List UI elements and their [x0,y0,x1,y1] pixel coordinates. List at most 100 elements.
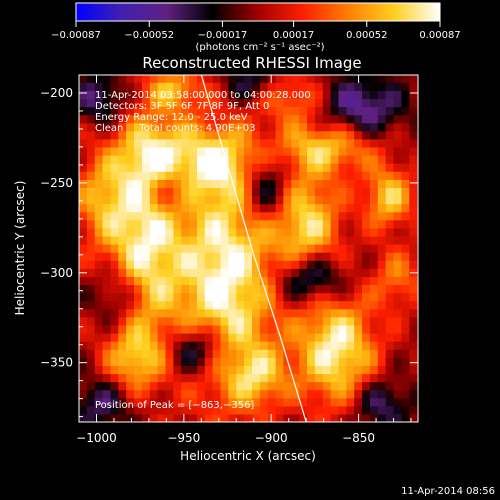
heatmap-cell [141,292,151,302]
heatmap-cell [338,316,347,326]
heatmap-cell [314,389,324,399]
heatmap-cell [126,260,135,269]
heatmap-cell [102,405,112,415]
heatmap-cell [244,130,253,140]
heatmap-cell [338,227,347,237]
heatmap-cell [236,146,245,156]
heatmap-cell [236,316,245,326]
heatmap-cell [354,203,363,213]
heatmap-cell [126,227,135,237]
heatmap-cell [79,203,88,213]
heatmap-cell [228,389,237,399]
heatmap-cell [197,235,206,245]
heatmap-cell [197,163,206,172]
heatmap-cell [189,187,198,197]
heatmap-cell [307,284,316,294]
heatmap-cell [118,308,127,318]
colorbar [75,2,441,22]
heatmap-cell [220,122,229,132]
heatmap-cell [385,381,395,391]
heatmap-cell [165,333,174,342]
heatmap-cell [393,308,402,318]
heatmap-cell [244,114,253,124]
heatmap-cell [204,138,214,148]
heatmap-cell [236,397,245,407]
heatmap-cell [204,365,214,375]
heatmap-cell [330,211,340,221]
heatmap-cell [346,244,355,253]
heatmap-cell [134,365,143,375]
heatmap-cell [362,98,371,108]
heatmap-cell [189,155,198,164]
heatmap-cell [401,316,410,326]
heatmap-cell [369,397,379,407]
heatmap-cell [338,284,347,294]
heatmap-cell [149,268,159,277]
heatmap-cell [338,300,347,310]
heatmap-cell [283,155,292,164]
heatmap-cell [252,114,261,124]
heatmap-cell [86,163,96,172]
heatmap-cell [307,179,316,188]
heatmap-cell [377,211,387,221]
heatmap-cell [369,130,379,140]
heatmap-cell [141,82,151,91]
heatmap-cell [338,146,347,156]
heatmap-cell [110,252,119,261]
heatmap-cell [299,357,308,366]
heatmap-cell [244,300,253,310]
heatmap-cell [110,90,119,99]
heatmap-cell [236,284,245,294]
heatmap-cell [346,316,355,326]
heatmap-cell [291,341,300,350]
heatmap-cell [338,75,347,83]
heatmap-cell [157,211,167,221]
heatmap-cell [118,405,127,415]
heatmap-cell [338,276,347,286]
heatmap-cell [197,138,206,148]
heatmap-cell [204,324,214,334]
heatmap-cell [149,122,159,132]
heatmap-cell [102,82,112,91]
colorbar-tick-label: 0.00087 [419,30,460,41]
heatmap-cell [252,341,261,350]
heatmap-cell [252,349,261,358]
heatmap-cell [314,122,324,132]
heatmap-cell [134,187,143,197]
heatmap-cell [385,292,395,302]
heatmap-cell [354,219,363,229]
heatmap-cell [141,357,151,366]
heatmap-cell [362,195,371,205]
heatmap-cell [181,195,190,205]
heatmap-cell [220,155,229,164]
heatmap-cell [228,163,237,172]
heatmap-cell [134,146,143,156]
heatmap-cell [307,260,316,269]
heatmap-cell [346,155,355,164]
heatmap-cell [157,122,167,132]
heatmap-cell [322,90,332,99]
heatmap-cell [197,324,206,334]
heatmap-cell [157,227,167,237]
heatmap-cell [267,268,277,277]
heatmap-cell [181,122,190,132]
heatmap-cell [369,316,379,326]
heatmap-cell [377,219,387,229]
heatmap-cell [330,203,340,213]
heatmap-cell [244,163,253,172]
heatmap-cell [330,90,340,99]
heatmap-cell [409,333,418,342]
heatmap-cell [299,292,308,302]
heatmap-cell [275,389,285,399]
heatmap-cell [314,373,324,383]
heatmap-cell [165,235,174,245]
heatmap-cell [330,308,340,318]
heatmap-cell [275,195,285,205]
heatmap-cell [275,397,285,407]
heatmap-cell [204,341,214,350]
heatmap-cell [141,187,151,197]
heatmap-cell [409,122,418,132]
heatmap-cell [212,349,222,358]
heatmap-cell [252,138,261,148]
heatmap-cell [409,155,418,164]
